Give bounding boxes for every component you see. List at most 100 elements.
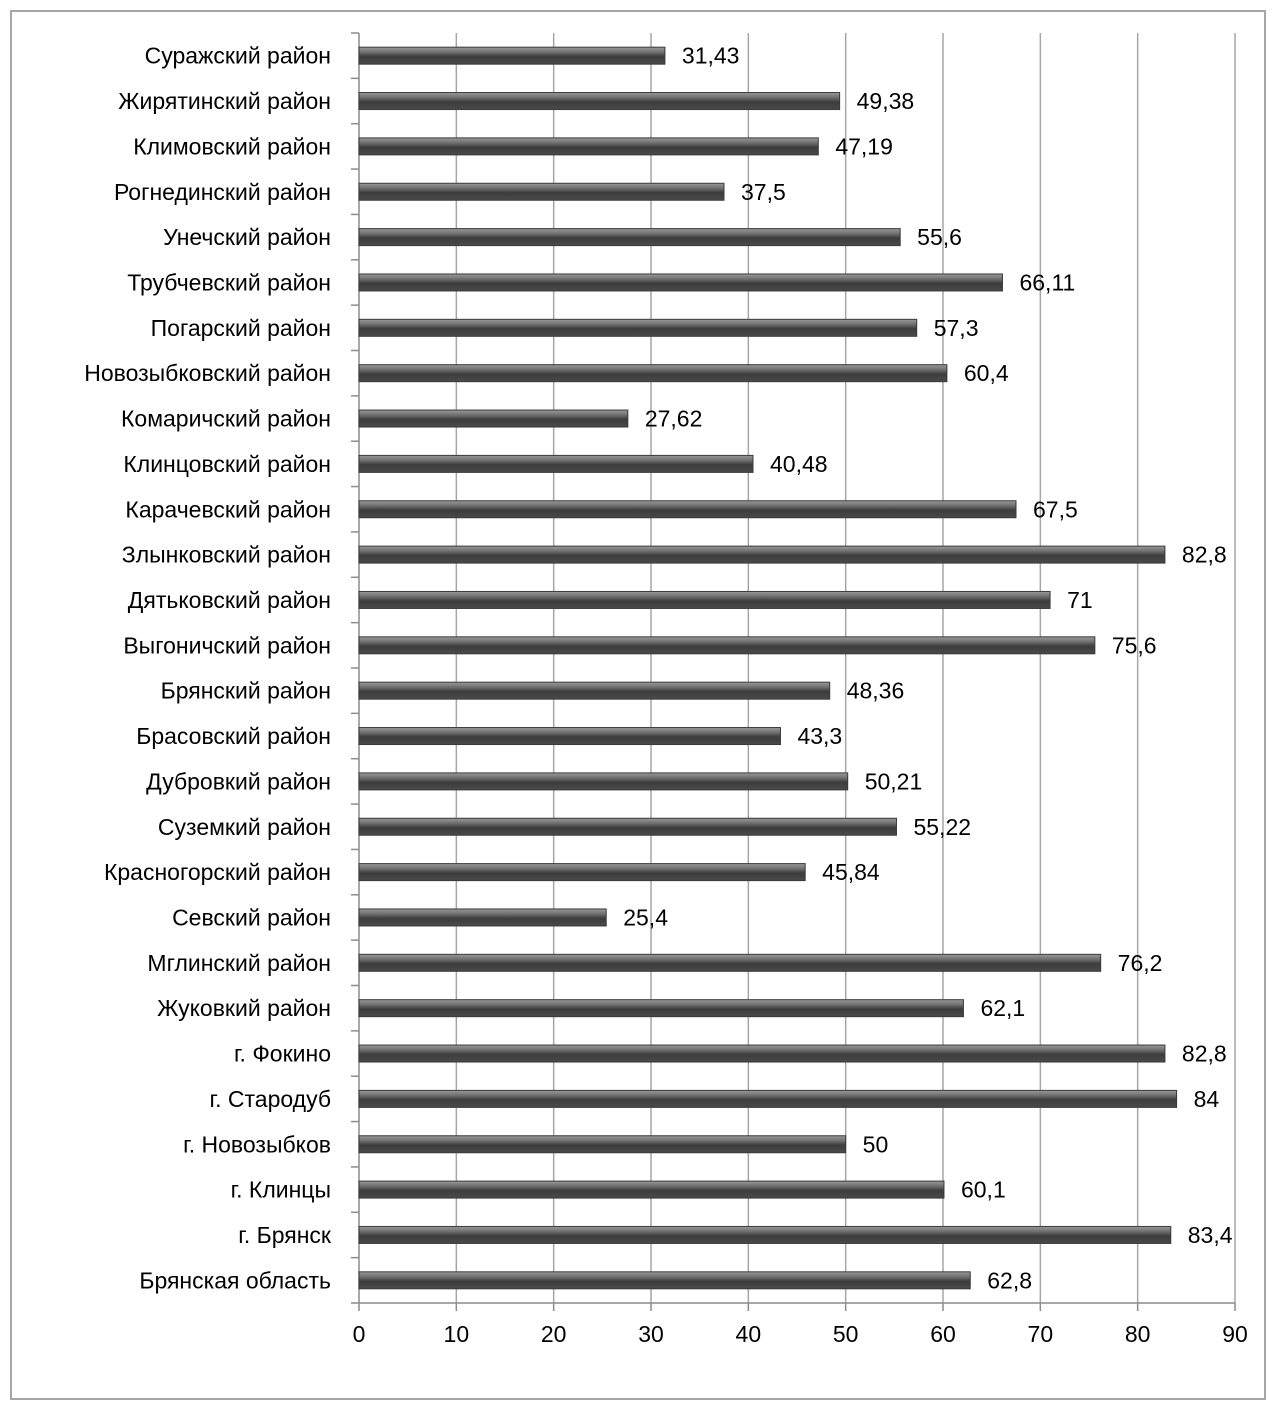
data-label: 82,8 xyxy=(1182,1041,1227,1067)
data-label: 50 xyxy=(863,1131,889,1157)
x-tick-label: 40 xyxy=(736,1321,762,1347)
data-label: 82,8 xyxy=(1182,542,1227,568)
bar xyxy=(358,953,1102,972)
data-label: 37,5 xyxy=(741,179,786,205)
category-label: Погарский район xyxy=(151,315,331,341)
data-label: 71 xyxy=(1067,587,1093,613)
data-label: 75,6 xyxy=(1112,632,1157,658)
data-label: 83,4 xyxy=(1188,1222,1233,1248)
category-label: Жуковкий район xyxy=(157,995,331,1021)
data-label: 31,43 xyxy=(682,43,740,69)
axes xyxy=(351,32,1236,1311)
bar xyxy=(358,500,1017,519)
data-label: 45,84 xyxy=(822,859,880,885)
bar xyxy=(358,681,831,700)
data-label: 62,8 xyxy=(987,1267,1032,1293)
bars xyxy=(358,46,1178,1290)
x-tick-label: 60 xyxy=(930,1321,956,1347)
bar xyxy=(358,182,725,201)
data-label: 25,4 xyxy=(623,904,668,930)
data-label: 43,3 xyxy=(797,723,842,749)
data-label: 48,36 xyxy=(847,678,905,704)
category-label: г. Фокино xyxy=(234,1041,331,1067)
bar xyxy=(358,908,607,927)
x-tick-label: 90 xyxy=(1222,1321,1248,1347)
bar xyxy=(358,1180,945,1199)
bar xyxy=(358,1225,1172,1244)
category-label: Злынковский район xyxy=(122,542,331,568)
category-label: Унечский район xyxy=(163,224,331,250)
category-label: Суражский район xyxy=(145,43,331,69)
category-label: Климовский район xyxy=(133,133,331,159)
x-tick-label: 20 xyxy=(541,1321,567,1347)
data-label: 40,48 xyxy=(770,451,828,477)
category-label: Комаричский район xyxy=(121,406,331,432)
data-label: 47,19 xyxy=(835,133,893,159)
bar xyxy=(358,409,629,428)
data-label: 66,11 xyxy=(1019,269,1075,295)
category-label: Рогнединский район xyxy=(114,179,331,205)
gridlines xyxy=(455,33,1236,1303)
category-label: Карачевский район xyxy=(125,496,331,522)
category-label: Брасовский район xyxy=(136,723,331,749)
category-label: Жирятинский район xyxy=(118,88,331,114)
data-label: 84 xyxy=(1194,1086,1220,1112)
category-label: Клинцовский район xyxy=(123,451,331,477)
bar xyxy=(358,817,897,836)
category-label: Выгоничский район xyxy=(123,632,331,658)
data-label: 55,6 xyxy=(917,224,962,250)
bar xyxy=(358,1089,1178,1108)
category-label: Суземкий район xyxy=(158,814,331,840)
bar xyxy=(358,364,948,383)
bar xyxy=(358,545,1166,564)
category-label: Красногорский район xyxy=(104,859,331,885)
data-label: 76,2 xyxy=(1118,950,1163,976)
category-label: г. Клинцы xyxy=(231,1177,331,1203)
bar xyxy=(358,1135,847,1154)
bar xyxy=(358,1044,1166,1063)
x-tick-label: 0 xyxy=(353,1321,366,1347)
bar xyxy=(358,1271,971,1290)
x-tick-labels: 0 10 20 30 40 50 60 70 80 90 xyxy=(353,1321,1248,1347)
data-label: 60,1 xyxy=(961,1177,1006,1203)
category-label: Дубровкий район xyxy=(146,768,331,794)
category-label: Севский район xyxy=(172,904,331,930)
x-tick-label: 70 xyxy=(1028,1321,1054,1347)
bar xyxy=(358,92,841,111)
x-tick-label: 10 xyxy=(444,1321,470,1347)
category-labels: Суражский район Жирятинский район Климовск… xyxy=(84,43,332,1294)
bar xyxy=(358,772,849,791)
data-label: 50,21 xyxy=(865,768,923,794)
data-label: 62,1 xyxy=(980,995,1025,1021)
bar xyxy=(358,273,1003,292)
bar xyxy=(358,636,1096,655)
value-labels: 31,43 49,38 47,19 37,5 55,6 66,11 57,3 60,4 27,6… xyxy=(623,43,1233,1294)
bar xyxy=(358,863,806,882)
bar xyxy=(358,727,781,746)
data-label: 57,3 xyxy=(934,315,979,341)
category-label: Дятьковский район xyxy=(128,587,331,613)
data-label: 67,5 xyxy=(1033,496,1078,522)
category-label: Мглинский район xyxy=(147,950,331,976)
data-label: 27,62 xyxy=(645,406,703,432)
data-label: 49,38 xyxy=(857,88,915,114)
category-label: г. Новозыбков xyxy=(183,1131,331,1157)
x-tick-label: 80 xyxy=(1125,1321,1151,1347)
category-label: г. Стародуб xyxy=(210,1086,331,1112)
bar xyxy=(358,454,754,473)
x-tick-label: 50 xyxy=(833,1321,859,1347)
x-tick-label: 30 xyxy=(638,1321,664,1347)
data-label: 55,22 xyxy=(913,814,971,840)
bar xyxy=(358,228,901,247)
category-label: Новозыбковский район xyxy=(84,360,331,386)
category-label: Брянский район xyxy=(161,678,331,704)
category-label: Брянская область xyxy=(139,1267,331,1293)
bar xyxy=(358,137,819,156)
category-label: г. Брянск xyxy=(238,1222,332,1248)
category-label: Трубчевский район xyxy=(127,269,331,295)
bar xyxy=(358,590,1051,609)
data-label: 60,4 xyxy=(964,360,1009,386)
bar xyxy=(358,46,666,65)
bar xyxy=(358,999,964,1018)
